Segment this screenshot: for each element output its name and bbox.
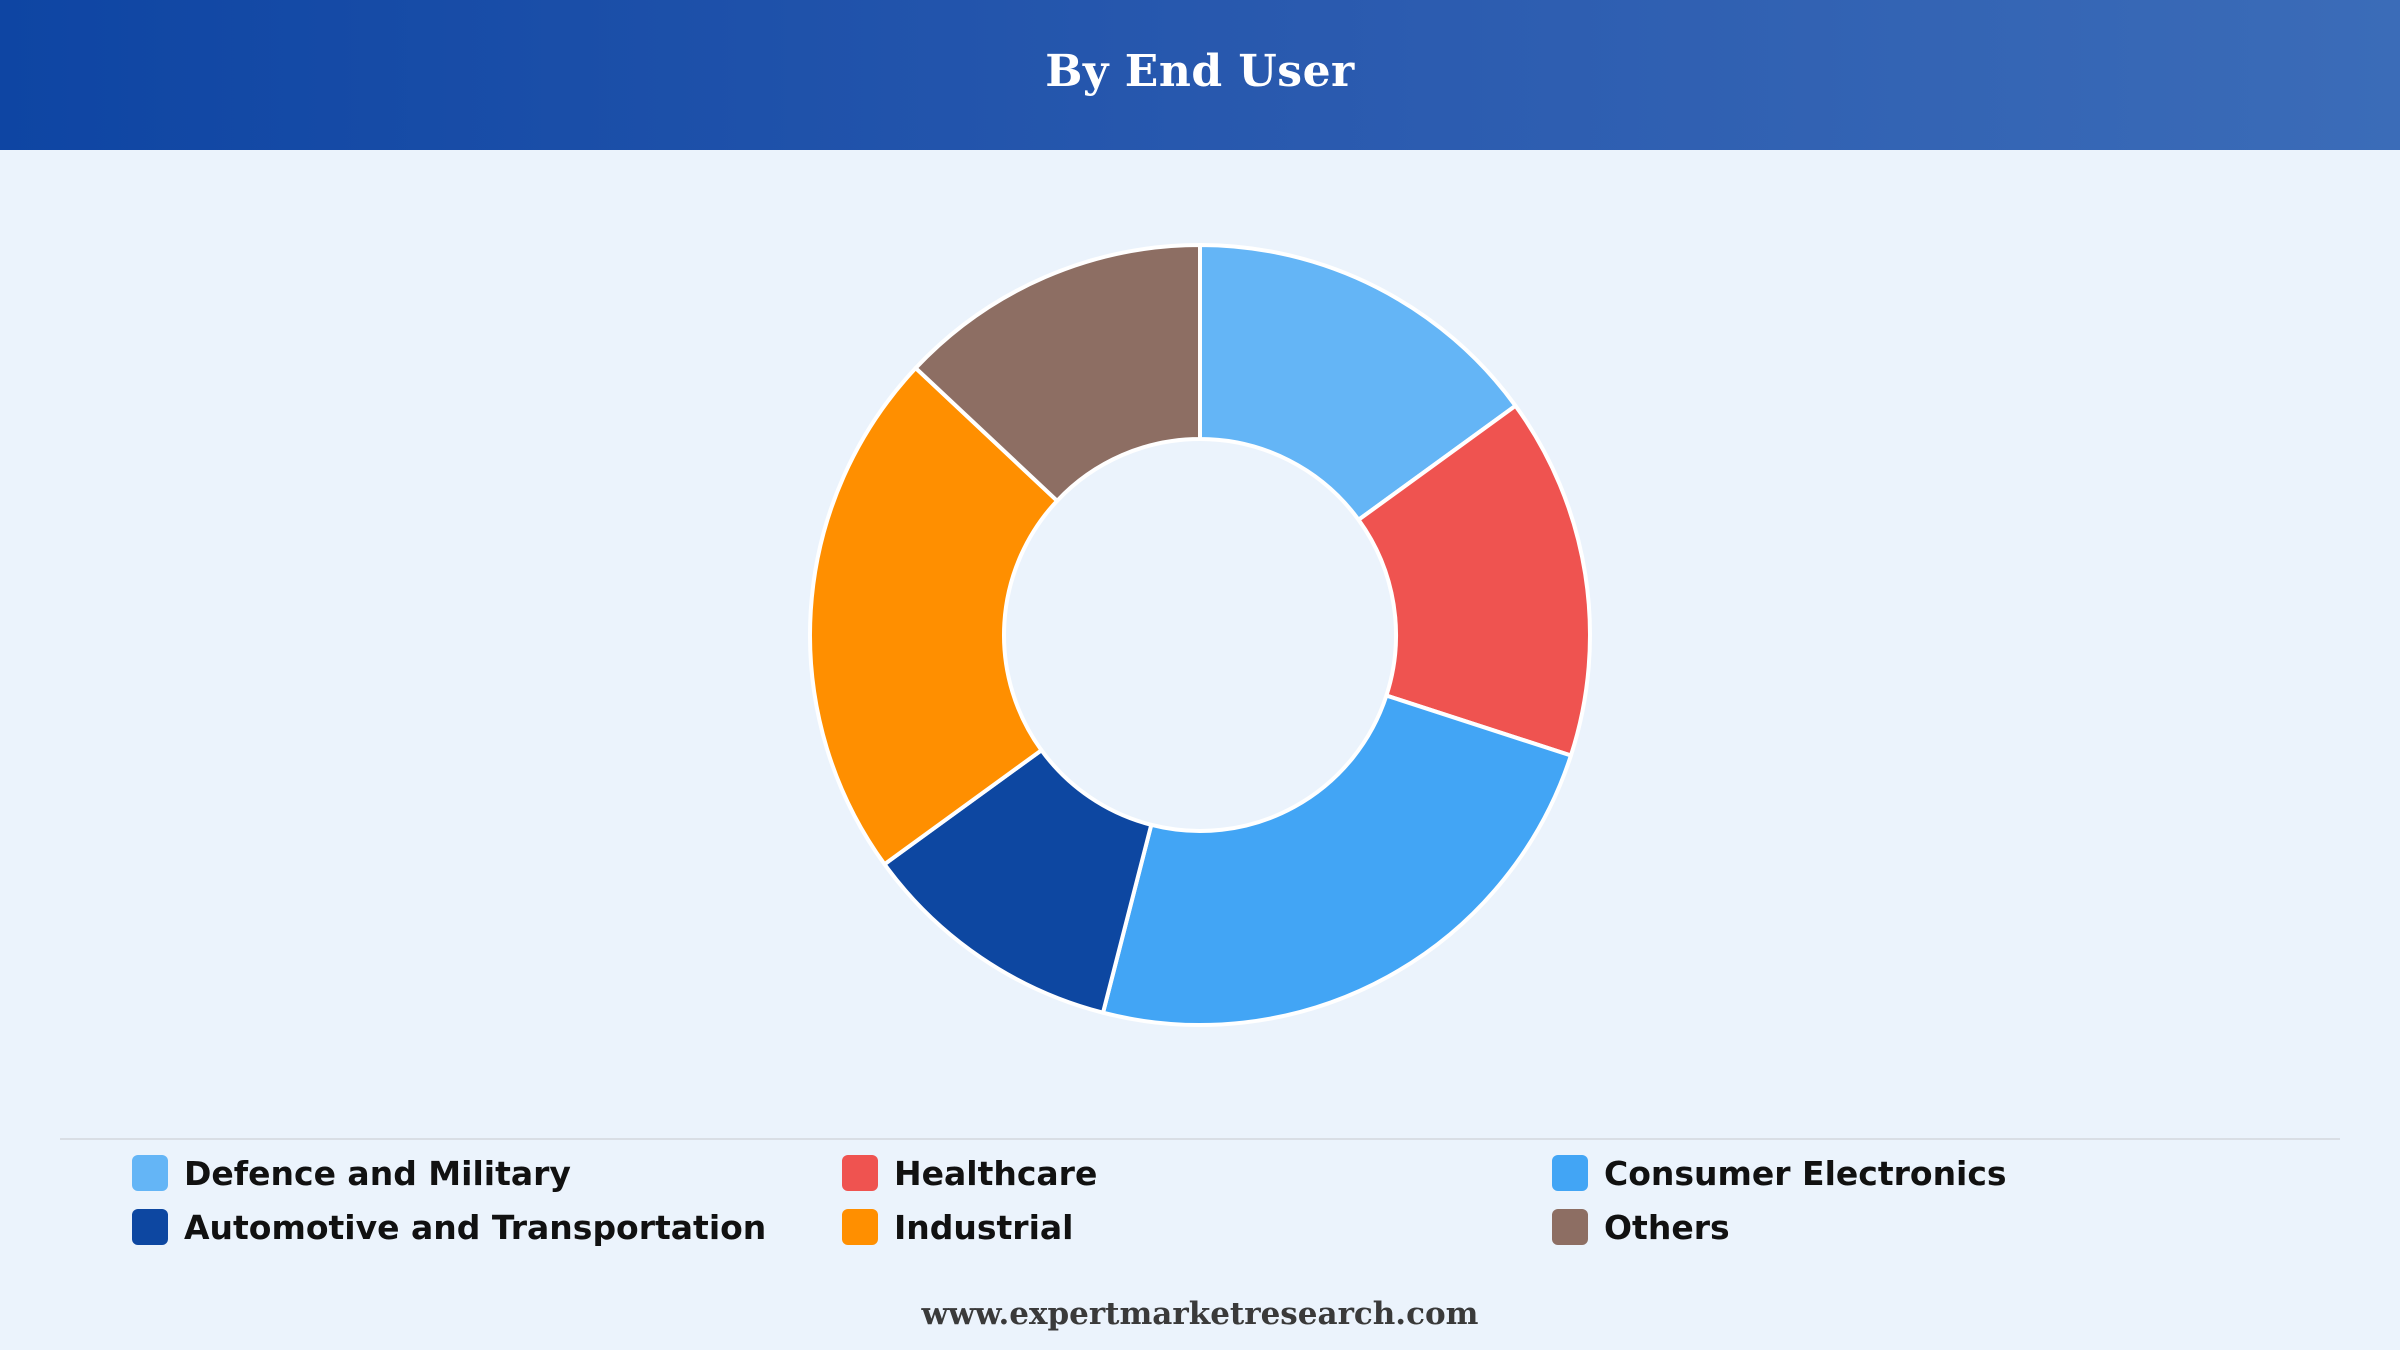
- header-banner: By End User: [0, 0, 2400, 150]
- legend-swatch: [132, 1209, 168, 1245]
- legend-label: Consumer Electronics: [1604, 1153, 2007, 1193]
- legend-item-automotive-and-transportation: Automotive and Transportation: [132, 1207, 842, 1247]
- legend-swatch: [842, 1209, 878, 1245]
- legend-swatch: [1552, 1155, 1588, 1191]
- source-footer: www.expertmarketresearch.com: [921, 1296, 1479, 1332]
- donut-slice-defence-and-military: [1198, 243, 1518, 522]
- chart-area: [0, 150, 2400, 1130]
- legend-label: Healthcare: [894, 1153, 1098, 1193]
- legend-swatch: [842, 1155, 878, 1191]
- donut-slice-industrial: [808, 366, 1060, 867]
- legend-label: Defence and Military: [184, 1153, 571, 1193]
- legend-item-defence-and-military: Defence and Military: [132, 1153, 842, 1193]
- legend-item-healthcare: Healthcare: [842, 1153, 1552, 1193]
- chart-legend: Defence and Military Healthcare Consumer…: [132, 1153, 2332, 1247]
- donut-slice-consumer-electronics: [1101, 693, 1573, 1027]
- legend-label: Automotive and Transportation: [184, 1207, 767, 1247]
- legend-label: Industrial: [894, 1207, 1074, 1247]
- legend-item-others: Others: [1552, 1207, 2262, 1247]
- legend-divider: [60, 1138, 2340, 1140]
- donut-slice-healthcare: [1356, 403, 1592, 758]
- legend-item-industrial: Industrial: [842, 1207, 1552, 1247]
- donut-chart: [808, 243, 1592, 1027]
- legend-swatch: [132, 1155, 168, 1191]
- legend-swatch: [1552, 1209, 1588, 1245]
- legend-label: Others: [1604, 1207, 1730, 1247]
- legend-item-consumer-electronics: Consumer Electronics: [1552, 1153, 2262, 1193]
- donut-slice-others: [913, 243, 1202, 503]
- chart-title: By End User: [1045, 45, 1355, 97]
